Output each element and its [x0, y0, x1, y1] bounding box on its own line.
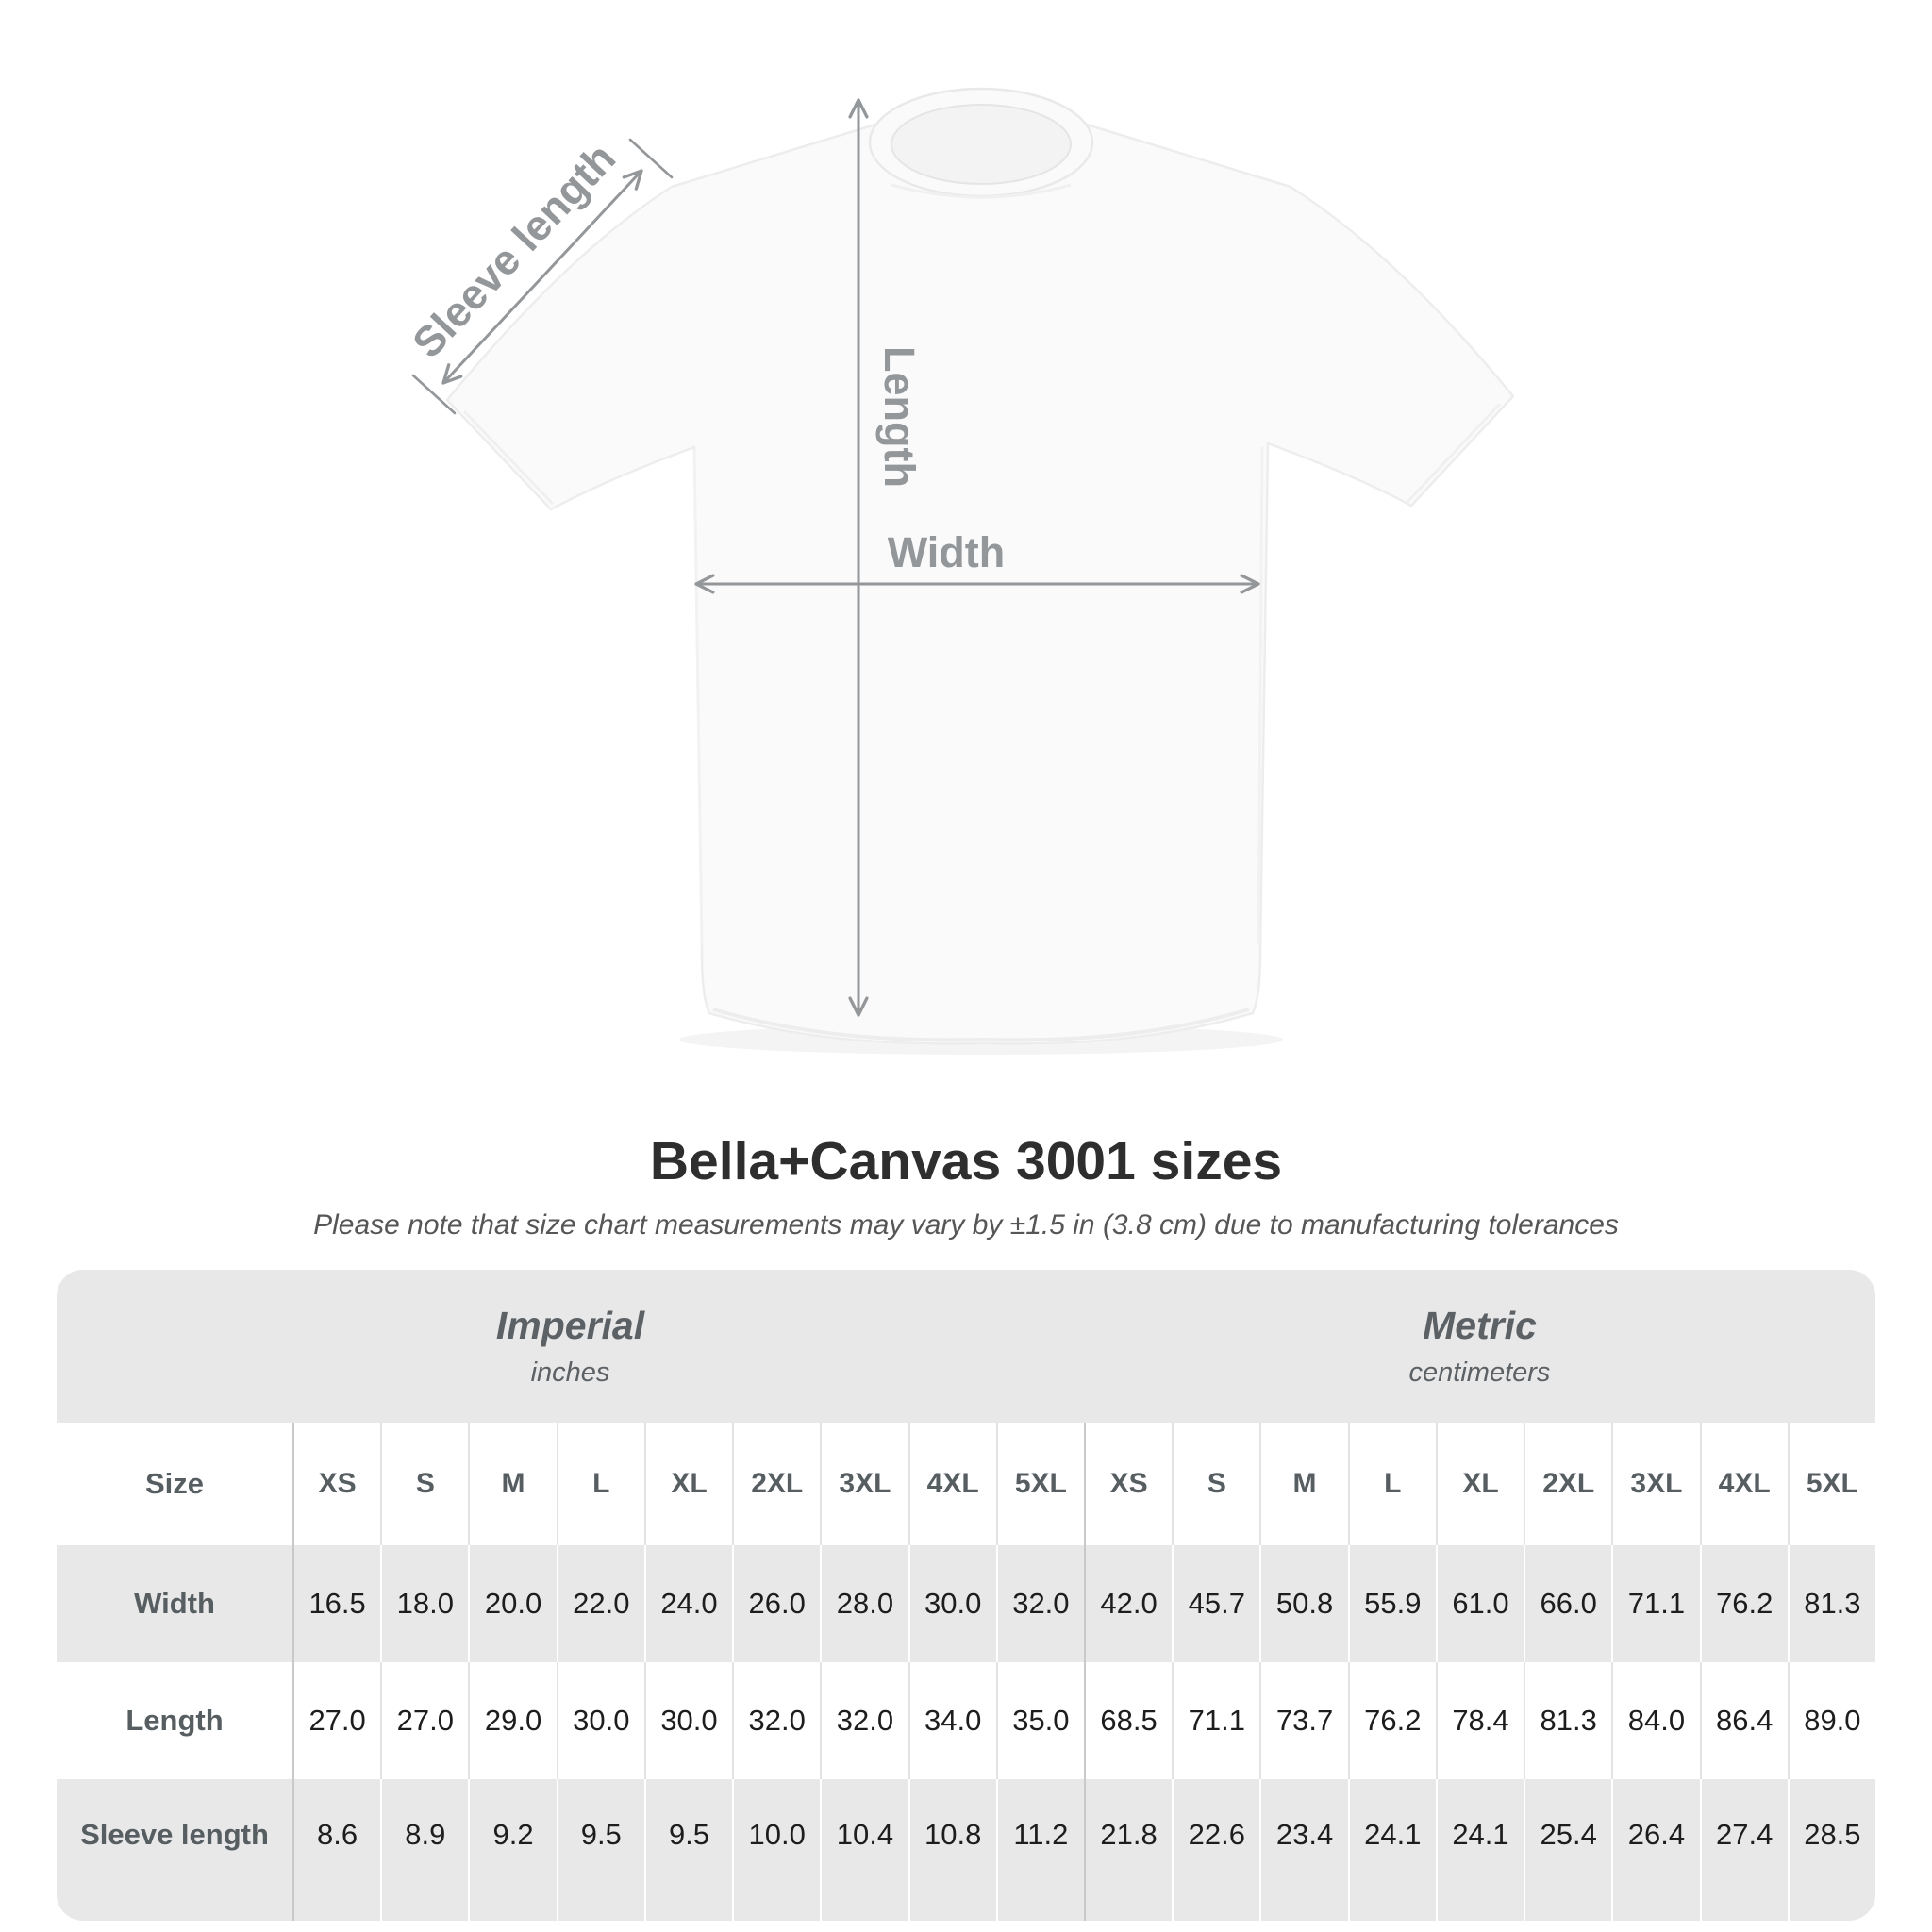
size-header-cell: 4XL	[908, 1423, 996, 1545]
table-cell: 71.1	[1172, 1662, 1259, 1779]
table-cell: 78.4	[1435, 1662, 1524, 1779]
table-cell: 24.1	[1435, 1779, 1524, 1921]
unit-header-imperial: Imperial inches	[57, 1270, 1084, 1423]
table-row: Length 27.0 27.0 29.0 30.0 30.0 32.0 32.0 34.0 35…	[57, 1662, 1875, 1779]
table-cell: 27.0	[380, 1662, 468, 1779]
imperial-label: Imperial	[495, 1304, 645, 1347]
row-label: Length	[125, 1704, 224, 1737]
size-header-cell: XL	[643, 1423, 732, 1545]
size-header-cell: S	[380, 1423, 468, 1545]
table-cell: 25.4	[1524, 1779, 1611, 1921]
tshirt-measurement-figure: Length Width Sleeve length	[403, 87, 1515, 1055]
table-cell: 9.2	[468, 1779, 556, 1921]
table-cell: 16.5	[292, 1545, 380, 1662]
width-label: Width	[888, 528, 1006, 576]
size-header-cell: S	[1172, 1423, 1259, 1545]
size-header-cell: 2XL	[1524, 1423, 1611, 1545]
table-cell: 10.8	[908, 1779, 996, 1921]
table-cell: 89.0	[1787, 1662, 1875, 1779]
table-cell: 50.8	[1259, 1545, 1347, 1662]
length-label: Length	[875, 346, 924, 488]
table-row: Width 16.5 18.0 20.0 22.0 24.0 26.0 28.0 30.0 32.…	[57, 1545, 1875, 1662]
table-cell: 22.0	[556, 1545, 644, 1662]
table-cell: 42.0	[1083, 1545, 1172, 1662]
size-header-cell: 3XL	[820, 1423, 908, 1545]
unit-header-band: Imperial inches Metric centimeters	[57, 1270, 1875, 1423]
table-cell: 24.0	[643, 1545, 732, 1662]
table-row: Sleeve length 8.6 8.9 9.2 9.5 9.5 10.0 10.4 10.8…	[57, 1779, 1875, 1921]
table-cell: 55.9	[1347, 1545, 1436, 1662]
table-cell: 24.1	[1347, 1779, 1436, 1921]
table-cell: 30.0	[556, 1662, 644, 1779]
size-header-cell: 4XL	[1699, 1423, 1788, 1545]
table-cell: 10.0	[732, 1779, 820, 1921]
table-cell: 29.0	[468, 1662, 556, 1779]
size-header-cell: XS	[292, 1423, 380, 1545]
table-cell: 35.0	[995, 1662, 1084, 1779]
size-header-cell: 5XL	[995, 1423, 1084, 1545]
size-header-cell: L	[556, 1423, 644, 1545]
table-cell: 76.2	[1699, 1545, 1788, 1662]
table-cell: 20.0	[468, 1545, 556, 1662]
table-cell: 21.8	[1083, 1779, 1172, 1921]
size-header-cell: 3XL	[1611, 1423, 1699, 1545]
metric-label: Metric	[1423, 1304, 1537, 1347]
table-cell: 22.6	[1172, 1779, 1259, 1921]
table-cell: 9.5	[643, 1779, 732, 1921]
size-header-cell: XS	[1083, 1423, 1172, 1545]
size-header-cell: 5XL	[1787, 1423, 1875, 1545]
sleeve-length-end-tick	[411, 374, 457, 415]
table-cell: 66.0	[1524, 1545, 1611, 1662]
table-cell: 45.7	[1172, 1545, 1259, 1662]
table-cell: 84.0	[1611, 1662, 1699, 1779]
sleeve-length-arrow	[441, 169, 643, 385]
imperial-unit-label: inches	[530, 1357, 610, 1388]
table-cell: 68.5	[1083, 1662, 1172, 1779]
table-cell: 27.0	[292, 1662, 380, 1779]
table-cell: 28.0	[820, 1545, 908, 1662]
size-table-rows: Width 16.5 18.0 20.0 22.0 24.0 26.0 28.0 30.0 32.…	[57, 1545, 1875, 1921]
size-header-cell: M	[468, 1423, 556, 1545]
table-cell: 8.6	[292, 1779, 380, 1921]
table-cell: 32.0	[732, 1662, 820, 1779]
table-cell: 18.0	[380, 1545, 468, 1662]
table-cell: 27.4	[1699, 1779, 1788, 1921]
table-cell: 81.3	[1524, 1662, 1611, 1779]
sleeve-length-end-tick	[628, 138, 674, 179]
row-label: Width	[134, 1587, 215, 1620]
table-cell: 26.0	[732, 1545, 820, 1662]
table-cell: 73.7	[1259, 1662, 1347, 1779]
table-cell: 32.0	[995, 1545, 1084, 1662]
size-table: Imperial inches Metric centimeters Size …	[57, 1270, 1875, 1921]
size-header-cell: M	[1259, 1423, 1347, 1545]
table-cell: 86.4	[1699, 1662, 1788, 1779]
table-cell: 81.3	[1787, 1545, 1875, 1662]
table-cell: 30.0	[908, 1545, 996, 1662]
table-cell: 26.4	[1611, 1779, 1699, 1921]
size-header-row: Size XS S M L XL 2XL 3XL 4XL 5XL XS S M L XL 2XL 3XL 4XL…	[57, 1423, 1875, 1545]
row-label: Sleeve length	[80, 1818, 269, 1851]
table-cell: 23.4	[1259, 1779, 1347, 1921]
table-cell: 10.4	[820, 1779, 908, 1921]
table-cell: 11.2	[995, 1779, 1084, 1921]
unit-header-metric: Metric centimeters	[1084, 1270, 1875, 1423]
table-cell: 28.5	[1787, 1779, 1875, 1921]
size-column-label: Size	[144, 1467, 205, 1500]
table-cell: 34.0	[908, 1662, 996, 1779]
metric-unit-label: centimeters	[1408, 1357, 1551, 1388]
size-header-cell: L	[1347, 1423, 1436, 1545]
table-cell: 32.0	[820, 1662, 908, 1779]
page-title: Bella+Canvas 3001 sizes	[649, 1131, 1283, 1191]
page-subtitle: Please note that size chart measurements…	[313, 1209, 1619, 1241]
size-header-cell: 2XL	[732, 1423, 820, 1545]
table-cell: 71.1	[1611, 1545, 1699, 1662]
table-cell: 61.0	[1435, 1545, 1524, 1662]
table-cell: 76.2	[1347, 1662, 1436, 1779]
table-cell: 9.5	[556, 1779, 644, 1921]
table-cell: 30.0	[643, 1662, 732, 1779]
size-header-cell: XL	[1435, 1423, 1524, 1545]
table-cell: 8.9	[380, 1779, 468, 1921]
